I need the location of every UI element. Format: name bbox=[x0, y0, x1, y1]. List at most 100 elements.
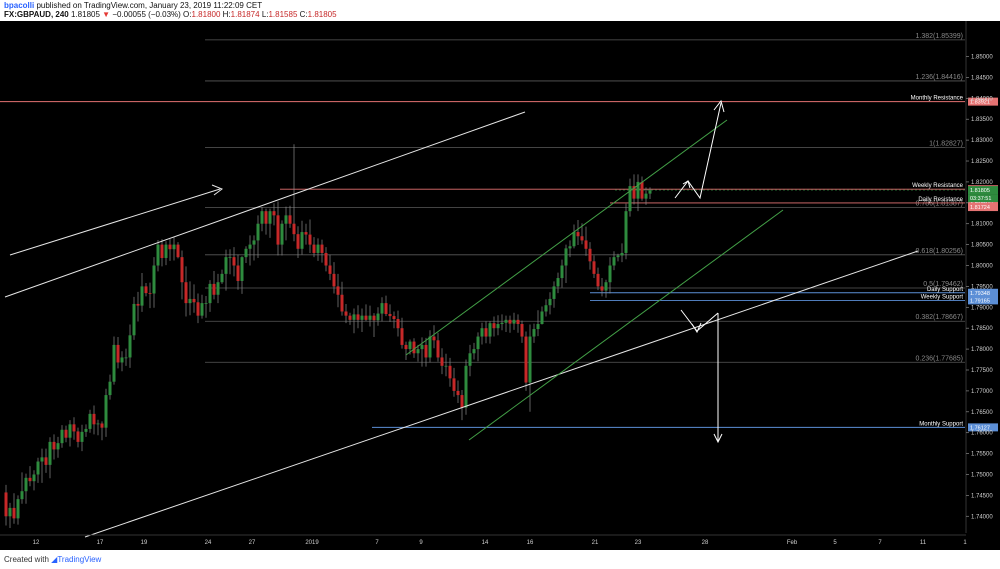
candle-body bbox=[228, 257, 232, 258]
candle-body bbox=[336, 286, 340, 295]
candle-body bbox=[180, 257, 184, 283]
candle-body bbox=[88, 413, 92, 429]
price-tick-label: 1.80000 bbox=[971, 264, 993, 270]
author-name[interactable]: bpacolli bbox=[4, 1, 35, 10]
channel-lower-line[interactable] bbox=[468, 209, 784, 441]
time-tick-label: 7 bbox=[878, 540, 882, 546]
level-tag-box bbox=[968, 198, 998, 207]
candle-body bbox=[216, 282, 220, 295]
chart-header: bpacolli published on TradingView.com, J… bbox=[0, 0, 1000, 21]
lower-trendline[interactable] bbox=[84, 250, 919, 538]
candle-body bbox=[164, 244, 168, 258]
price-tick-label: 1.78000 bbox=[971, 347, 993, 353]
candle-body bbox=[560, 265, 564, 279]
candle-body bbox=[8, 507, 12, 517]
time-tick-label: 24 bbox=[205, 540, 212, 546]
level-label: Monthly Resistance bbox=[911, 96, 964, 102]
price-tags: 1.81805 03:37:51 1.81724 bbox=[615, 186, 998, 212]
candle-body bbox=[260, 211, 264, 224]
down-arrow-icon: ▼ bbox=[102, 10, 111, 19]
fib-label: 1.236(1.84416) bbox=[916, 74, 963, 81]
candle-body bbox=[112, 344, 116, 382]
price-tick-label: 1.82000 bbox=[971, 180, 993, 186]
candle-body bbox=[492, 323, 496, 329]
candle-body bbox=[516, 319, 520, 325]
candle-body bbox=[300, 232, 304, 249]
candle-body bbox=[92, 413, 96, 425]
candle-body bbox=[580, 236, 584, 241]
candle-body bbox=[296, 234, 300, 249]
time-tick-label: 23 bbox=[635, 540, 642, 546]
time-tick-label: 16 bbox=[527, 540, 534, 546]
candle-body bbox=[232, 257, 236, 266]
candle-body bbox=[208, 283, 212, 304]
price-change: −0.00055 (−0.03%) bbox=[112, 10, 181, 19]
channel-upper-line[interactable] bbox=[405, 119, 728, 356]
candle-body bbox=[572, 232, 576, 247]
created-with-text: Created with bbox=[4, 555, 49, 564]
candle-body bbox=[536, 324, 540, 330]
time-tick-label: 5 bbox=[833, 540, 837, 546]
candle-body bbox=[252, 240, 256, 245]
candle-body bbox=[552, 286, 556, 299]
candle-body bbox=[348, 315, 352, 320]
candle-body bbox=[432, 336, 436, 341]
upper-trendline[interactable] bbox=[4, 111, 526, 298]
fib-label: 0.618(1.80256) bbox=[916, 248, 963, 255]
drawings bbox=[4, 99, 919, 538]
candle-body bbox=[364, 315, 368, 320]
candle-body bbox=[632, 186, 636, 199]
time-axis[interactable]: 12 17 19 24 27 2019 7 9 14 16 21 23 28 Feb 5 7 11 1 bbox=[0, 534, 967, 546]
trend-arrow-line[interactable] bbox=[9, 188, 221, 256]
candle-body bbox=[416, 349, 420, 354]
chart-footer: Created with ◢TradingView bbox=[0, 550, 1000, 569]
tradingview-brand[interactable]: TradingView bbox=[57, 555, 102, 564]
candle-body bbox=[32, 474, 36, 482]
candle-body bbox=[324, 252, 328, 266]
price-tick-label: 1.75500 bbox=[971, 452, 993, 458]
candle-body bbox=[248, 244, 252, 249]
time-tick-label: Feb bbox=[787, 540, 798, 546]
candle-body bbox=[184, 282, 188, 304]
candle-body bbox=[608, 265, 612, 283]
candle-body bbox=[456, 390, 460, 396]
candle-body bbox=[320, 244, 324, 253]
candle-body bbox=[644, 193, 648, 199]
candle-body bbox=[116, 344, 120, 363]
price-tick-label: 1.84500 bbox=[971, 75, 993, 81]
price-axis[interactable]: 1.85000 1.84500 1.84000 1.83500 1.83000 1.825… bbox=[965, 21, 993, 533]
candle-body bbox=[48, 441, 52, 465]
candle-body bbox=[84, 428, 88, 432]
candle-body bbox=[528, 336, 532, 383]
candle-body bbox=[52, 441, 56, 450]
low-value: 1.81585 bbox=[268, 10, 298, 19]
price-tick-label: 1.76000 bbox=[971, 431, 993, 437]
open-label: O: bbox=[183, 10, 192, 19]
level-tag-text: 1.83921 bbox=[970, 100, 990, 106]
candle-body bbox=[420, 344, 424, 350]
candle-body bbox=[160, 244, 164, 258]
candle-body bbox=[284, 215, 288, 224]
candle-body bbox=[396, 319, 400, 329]
candle-body bbox=[224, 257, 228, 274]
candle-body bbox=[640, 181, 644, 199]
fib-label: 0.382(1.78667) bbox=[916, 314, 963, 321]
candle-body bbox=[468, 353, 472, 366]
candle-body bbox=[264, 211, 268, 224]
price-chart[interactable]: 1.382(1.85399) 1.236(1.84416) 1(1.82827) 0.… bbox=[0, 21, 1000, 550]
bullish-projection-path[interactable] bbox=[674, 102, 722, 200]
candle-body bbox=[240, 257, 244, 281]
time-tick-label: 7 bbox=[375, 540, 379, 546]
candle-body bbox=[584, 240, 588, 249]
candle-body bbox=[596, 273, 600, 287]
level-tag-text: 1.79348 bbox=[970, 291, 990, 297]
fib-label: 1(1.82827) bbox=[929, 140, 963, 147]
candle-body bbox=[616, 255, 620, 258]
candle-body bbox=[392, 316, 396, 320]
candle-body bbox=[544, 305, 548, 312]
candle-body bbox=[448, 365, 452, 379]
price-tick-label: 1.85000 bbox=[971, 55, 993, 61]
price-tick-label: 1.75000 bbox=[971, 472, 993, 478]
time-tick-label: 2019 bbox=[305, 540, 319, 546]
candle-body bbox=[376, 313, 380, 321]
